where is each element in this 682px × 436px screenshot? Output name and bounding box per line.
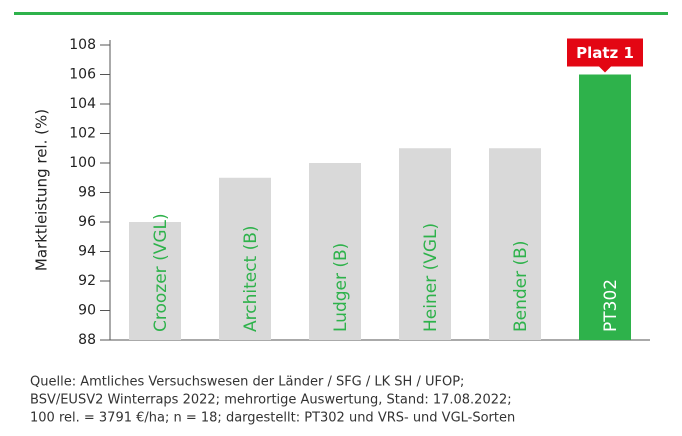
bar-label: Croozer (VGL) xyxy=(151,213,171,332)
bar xyxy=(489,148,541,340)
bar xyxy=(309,163,361,340)
bar-label: Heiner (VGL) xyxy=(421,223,441,332)
bar xyxy=(129,222,181,340)
annotation: Platz 1 xyxy=(576,44,634,62)
y-tick-label: 98 xyxy=(78,185,96,201)
annotation-box xyxy=(567,38,643,67)
y-tick-label: 106 xyxy=(69,67,96,83)
bar-label: PT302 xyxy=(601,279,621,332)
source-note: Quelle: Amtliches Versuchswesen der Länd… xyxy=(30,375,464,390)
source-note: 100 rel. = 3791 €/ha; n = 18; dargestell… xyxy=(30,411,515,426)
y-tick-label: 104 xyxy=(69,96,96,112)
bar-label: Bender (B) xyxy=(511,241,531,332)
y-tick-label: 88 xyxy=(78,332,96,348)
y-tick-label: 102 xyxy=(69,126,96,142)
bar xyxy=(219,177,271,340)
y-tick-label: 108 xyxy=(69,37,96,53)
y-tick-label: 94 xyxy=(78,244,96,260)
bar xyxy=(579,74,631,340)
bar xyxy=(399,148,451,340)
bar-label: Ludger (B) xyxy=(331,243,351,332)
top-rule xyxy=(14,12,668,15)
y-tick-label: 96 xyxy=(78,214,96,230)
source-note: BSV/EUSV2 Winterraps 2022; mehrortige Au… xyxy=(30,393,512,408)
bar-label: Architect (B) xyxy=(241,225,261,332)
y-tick-label: 90 xyxy=(78,303,96,319)
y-tick-label: 100 xyxy=(69,155,96,171)
y-tick-label: 92 xyxy=(78,273,96,289)
annotation-pointer xyxy=(599,66,611,73)
y-axis-label: Marktleistung rel. (%) xyxy=(33,109,51,271)
